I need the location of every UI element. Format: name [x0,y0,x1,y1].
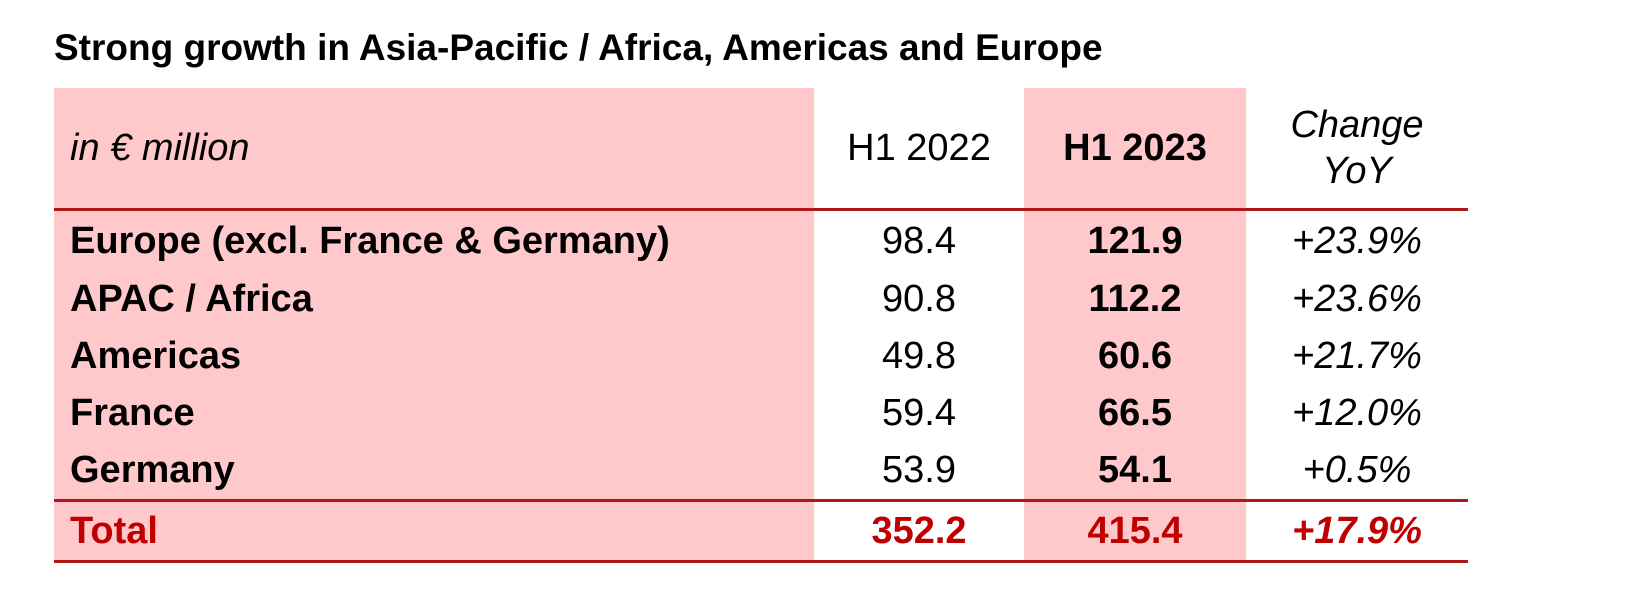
row-change: +23.9% [1246,211,1468,271]
header-h1-2023: H1 2023 [1024,88,1246,208]
row-h1-2022: 59.4 [814,385,1024,442]
table-row: France 59.4 66.5 +12.0% [54,385,1468,442]
row-change: +0.5% [1246,442,1468,499]
row-change: +23.6% [1246,271,1468,328]
total-h1-2023: 415.4 [1024,502,1246,560]
table-total-row: Total 352.2 415.4 +17.9% [54,502,1468,560]
table-row: APAC / Africa 90.8 112.2 +23.6% [54,271,1468,328]
table-body: Europe (excl. France & Germany) 98.4 121.9… [54,211,1468,499]
table-header-row: in € million H1 2022 H1 2023 Change YoY [54,88,1468,208]
row-h1-2022: 49.8 [814,328,1024,385]
row-label: Europe (excl. France & Germany) [54,211,814,271]
row-h1-2023: 66.5 [1024,385,1246,442]
row-change: +12.0% [1246,385,1468,442]
revenue-table: in € million H1 2022 H1 2023 Change YoY … [54,88,1468,563]
row-change: +21.7% [1246,328,1468,385]
total-change: +17.9% [1246,502,1468,560]
chart-title: Strong growth in Asia-Pacific / Africa, … [54,27,1103,68]
row-h1-2023: 121.9 [1024,211,1246,271]
header-rule [54,208,1468,211]
header-h1-2022: H1 2022 [814,88,1024,208]
table-row: Europe (excl. France & Germany) 98.4 121.9… [54,211,1468,271]
row-label: Germany [54,442,814,499]
row-label: APAC / Africa [54,271,814,328]
header-change-line1: Change [1290,104,1424,146]
total-h1-2022: 352.2 [814,502,1024,560]
header-change-line2: YoY [1322,150,1392,192]
total-label: Total [54,502,814,560]
table-row: Germany 53.9 54.1 +0.5% [54,442,1468,499]
row-h1-2023: 112.2 [1024,271,1246,328]
total-top-rule [54,499,1468,502]
row-label: France [54,385,814,442]
header-change-yoy: Change YoY [1246,88,1468,208]
row-h1-2022: 90.8 [814,271,1024,328]
table-row: Americas 49.8 60.6 +21.7% [54,328,1468,385]
total-bottom-rule [54,560,1468,563]
row-h1-2022: 98.4 [814,211,1024,271]
row-h1-2023: 60.6 [1024,328,1246,385]
row-h1-2022: 53.9 [814,442,1024,499]
row-label: Americas [54,328,814,385]
row-h1-2023: 54.1 [1024,442,1246,499]
header-unit-label: in € million [54,88,814,208]
